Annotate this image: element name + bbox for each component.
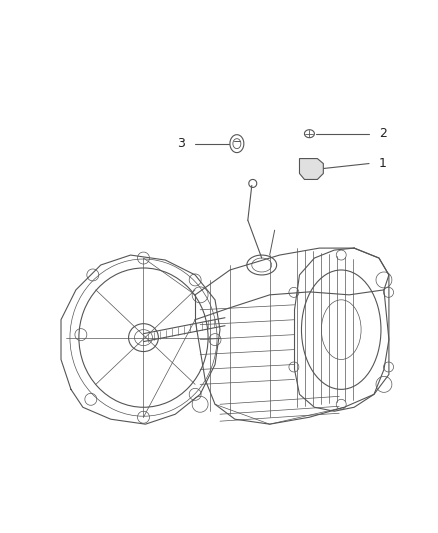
Text: 2: 2 bbox=[379, 127, 387, 140]
Text: 1: 1 bbox=[379, 157, 387, 170]
Polygon shape bbox=[300, 158, 323, 180]
Text: 3: 3 bbox=[177, 137, 185, 150]
